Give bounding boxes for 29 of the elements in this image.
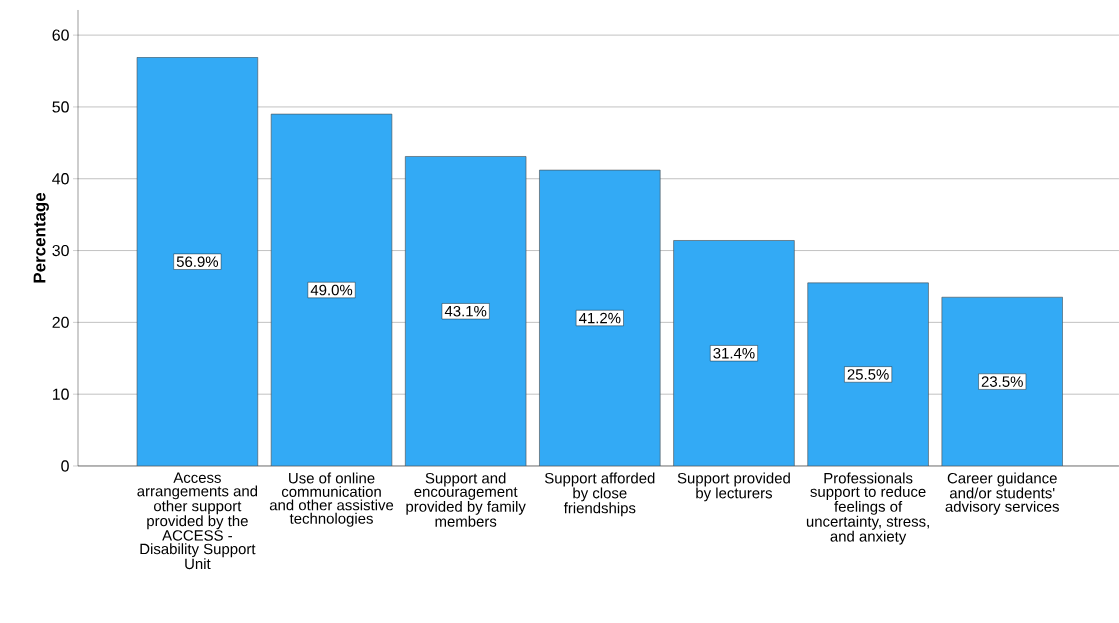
bar	[270, 113, 393, 466]
bar	[941, 296, 1063, 466]
x-tick-label: Professionals support to reduce feelings of uncertainty, stress, and anxiety	[806, 472, 929, 545]
y-tick-label: 60	[52, 29, 69, 41]
y-tick-label: 20	[52, 316, 69, 328]
bar	[539, 169, 661, 466]
bar	[673, 240, 795, 466]
y-tick-label: 30	[52, 244, 69, 257]
x-tick-label: Career guidance and/or students' advisory services	[945, 472, 1059, 515]
bar	[807, 282, 929, 466]
y-tick-label: 0	[61, 460, 69, 472]
x-tick-label: Support afforded by close friendships	[544, 472, 655, 517]
y-tick-label: 10	[52, 388, 69, 400]
x-tick-label: Access arrangements and other support provided by the ACCESS - Disability Support Unit	[137, 472, 258, 570]
x-tick-label: Use of online communication and other assistive technologies	[269, 472, 394, 527]
x-tick-label: Support provided by lecturers	[677, 472, 790, 502]
data-label: 25.5%	[847, 369, 889, 380]
data-label: 31.4%	[713, 347, 755, 359]
data-label: 56.9%	[176, 256, 219, 267]
y-tick-label: 40	[52, 173, 69, 185]
data-label: 41.2%	[578, 312, 621, 324]
x-tick-label: Support and encouragement provided by family members	[406, 472, 526, 527]
y-tick-label: 50	[52, 101, 69, 113]
data-label: 23.5%	[981, 376, 1023, 387]
data-label: 49.0%	[310, 284, 353, 296]
bar	[405, 156, 527, 466]
bar	[136, 57, 259, 466]
data-label: 43.1%	[444, 305, 487, 317]
y-axis-title: Percentage	[33, 192, 49, 283]
